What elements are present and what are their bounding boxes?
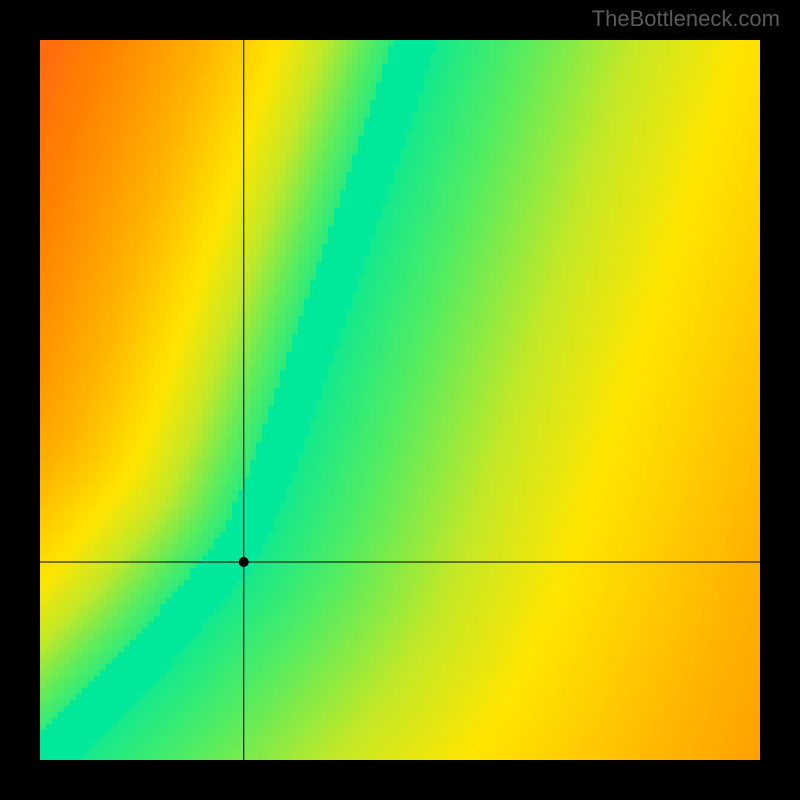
watermark-text: TheBottleneck.com xyxy=(592,6,780,32)
heatmap-canvas xyxy=(40,40,760,760)
bottleneck-heatmap xyxy=(40,40,760,760)
